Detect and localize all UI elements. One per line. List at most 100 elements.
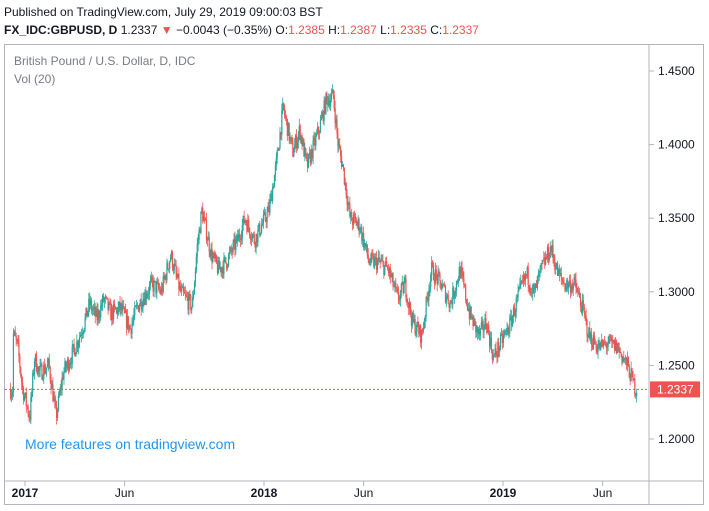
candle-body-up	[480, 322, 482, 329]
candle-body-down	[343, 167, 345, 185]
candle-body-up	[203, 217, 205, 222]
candle-body-up	[111, 307, 113, 321]
candle-body-up	[594, 343, 596, 345]
candle-body-down	[73, 343, 75, 349]
candle-body-up	[458, 267, 460, 281]
candle-body-down	[511, 316, 513, 327]
candle-body-up	[429, 286, 431, 291]
candle-body-down	[25, 392, 27, 407]
candle-body-up	[67, 359, 69, 366]
x-tick-label: 2019	[490, 486, 517, 500]
candle-body-down	[498, 342, 500, 352]
candle-body-down	[496, 354, 498, 357]
candle-body-up	[360, 227, 362, 232]
last-price-badge-text: 1.2337	[657, 382, 694, 396]
candle-body-up	[58, 394, 60, 396]
candle-body-up	[12, 333, 15, 393]
candle-body-up	[509, 317, 511, 333]
candle-body-down	[576, 287, 578, 293]
candle-body-up	[388, 267, 390, 273]
candle-body-down	[52, 384, 54, 402]
candle-body-up	[278, 148, 280, 151]
candle-body-down	[485, 318, 487, 327]
candle-body-down	[26, 406, 28, 407]
candle-body-down	[50, 379, 52, 390]
candle-body-down	[595, 343, 597, 351]
candle-body-down	[406, 297, 408, 303]
candle-body-up	[24, 392, 26, 396]
candle-body-down	[596, 350, 598, 353]
candle-body-down	[175, 265, 177, 274]
candle-body-down	[189, 294, 191, 296]
candle-body-up	[10, 394, 13, 399]
candle-body-up	[79, 336, 81, 343]
candle-body-up	[90, 300, 92, 306]
candle-body-up	[618, 348, 620, 352]
candle-body-up	[235, 239, 237, 250]
candle-body-up	[407, 302, 409, 303]
price-chart[interactable]: 1.2000 1.2500 1.3000 1.3500 1.4000 1.4500 201…	[5, 45, 703, 504]
candle-body-up	[236, 235, 238, 240]
candle-body-up	[227, 254, 230, 266]
candle-body-up	[46, 364, 49, 368]
chart-frame[interactable]: 1.2000 1.2500 1.3000 1.3500 1.4000 1.4500 201…	[4, 44, 704, 505]
candle-body-down	[405, 278, 407, 298]
candle-body-up	[263, 212, 265, 215]
price-axis[interactable]: 1.2000 1.2500 1.3000 1.3500 1.4000 1.4500	[649, 64, 695, 446]
watermark-link[interactable]: More features on tradingview.com	[25, 436, 235, 452]
candle-body-down	[345, 182, 347, 196]
candle-body-up	[542, 260, 544, 264]
candle-body-up	[399, 292, 402, 300]
candle-body-up	[47, 358, 49, 365]
candle-body-down	[55, 400, 57, 407]
candle-body-up	[381, 260, 383, 262]
candle-body-down	[571, 286, 573, 291]
candle-body-down	[265, 220, 267, 223]
candle-body-down	[378, 256, 380, 262]
y-tick-label: 1.4500	[658, 64, 695, 78]
candle-body-down	[387, 268, 390, 273]
candle-body-up	[131, 323, 133, 334]
candle-body-down	[620, 352, 622, 355]
candle-body-up	[42, 378, 44, 380]
time-axis[interactable]: 2017 Jun 2018 Jun 2019 Jun	[12, 481, 613, 500]
candle-body-up	[11, 392, 14, 395]
candle-body-up	[625, 357, 627, 359]
candle-body-down	[579, 297, 582, 307]
candle-body-up	[613, 340, 615, 343]
candle-body-down	[145, 292, 147, 300]
candle-body-up	[401, 282, 403, 284]
change-value: −0.0043 (−0.35%)	[175, 23, 273, 37]
candle-body-up	[266, 211, 268, 223]
open-label: O:	[275, 23, 289, 37]
candle-body-down	[439, 273, 441, 281]
candle-body-up	[365, 244, 368, 248]
candle-body-down	[477, 326, 479, 334]
candle-body-down	[305, 147, 307, 155]
candle-body-up	[244, 220, 246, 223]
candle-body-up	[215, 255, 217, 259]
candle-body-down	[486, 326, 488, 333]
candle-body-down	[535, 283, 538, 289]
candle-body-up	[323, 100, 325, 121]
candle-body-up	[194, 270, 197, 283]
candle-body-up	[212, 255, 214, 263]
x-tick-label: Jun	[593, 486, 612, 500]
candle-body-up	[548, 257, 550, 261]
candle-body-down	[74, 348, 76, 357]
candle-body-down	[36, 371, 38, 374]
candle-body-down	[501, 334, 504, 343]
candle-body-down	[190, 295, 192, 311]
candle-body-down	[635, 394, 637, 397]
candle-body-up	[79, 334, 82, 337]
candle-body-up	[611, 339, 613, 341]
candle-body-up	[240, 237, 242, 241]
candle-body-up	[577, 291, 579, 293]
candle-body-up	[32, 372, 34, 392]
candle-body-down	[245, 220, 247, 224]
candle-body-down	[584, 313, 586, 316]
candle-body-up	[489, 337, 492, 347]
candle-body-up	[573, 277, 575, 284]
candle-body-down	[204, 217, 206, 218]
candle-body-down	[453, 287, 455, 298]
